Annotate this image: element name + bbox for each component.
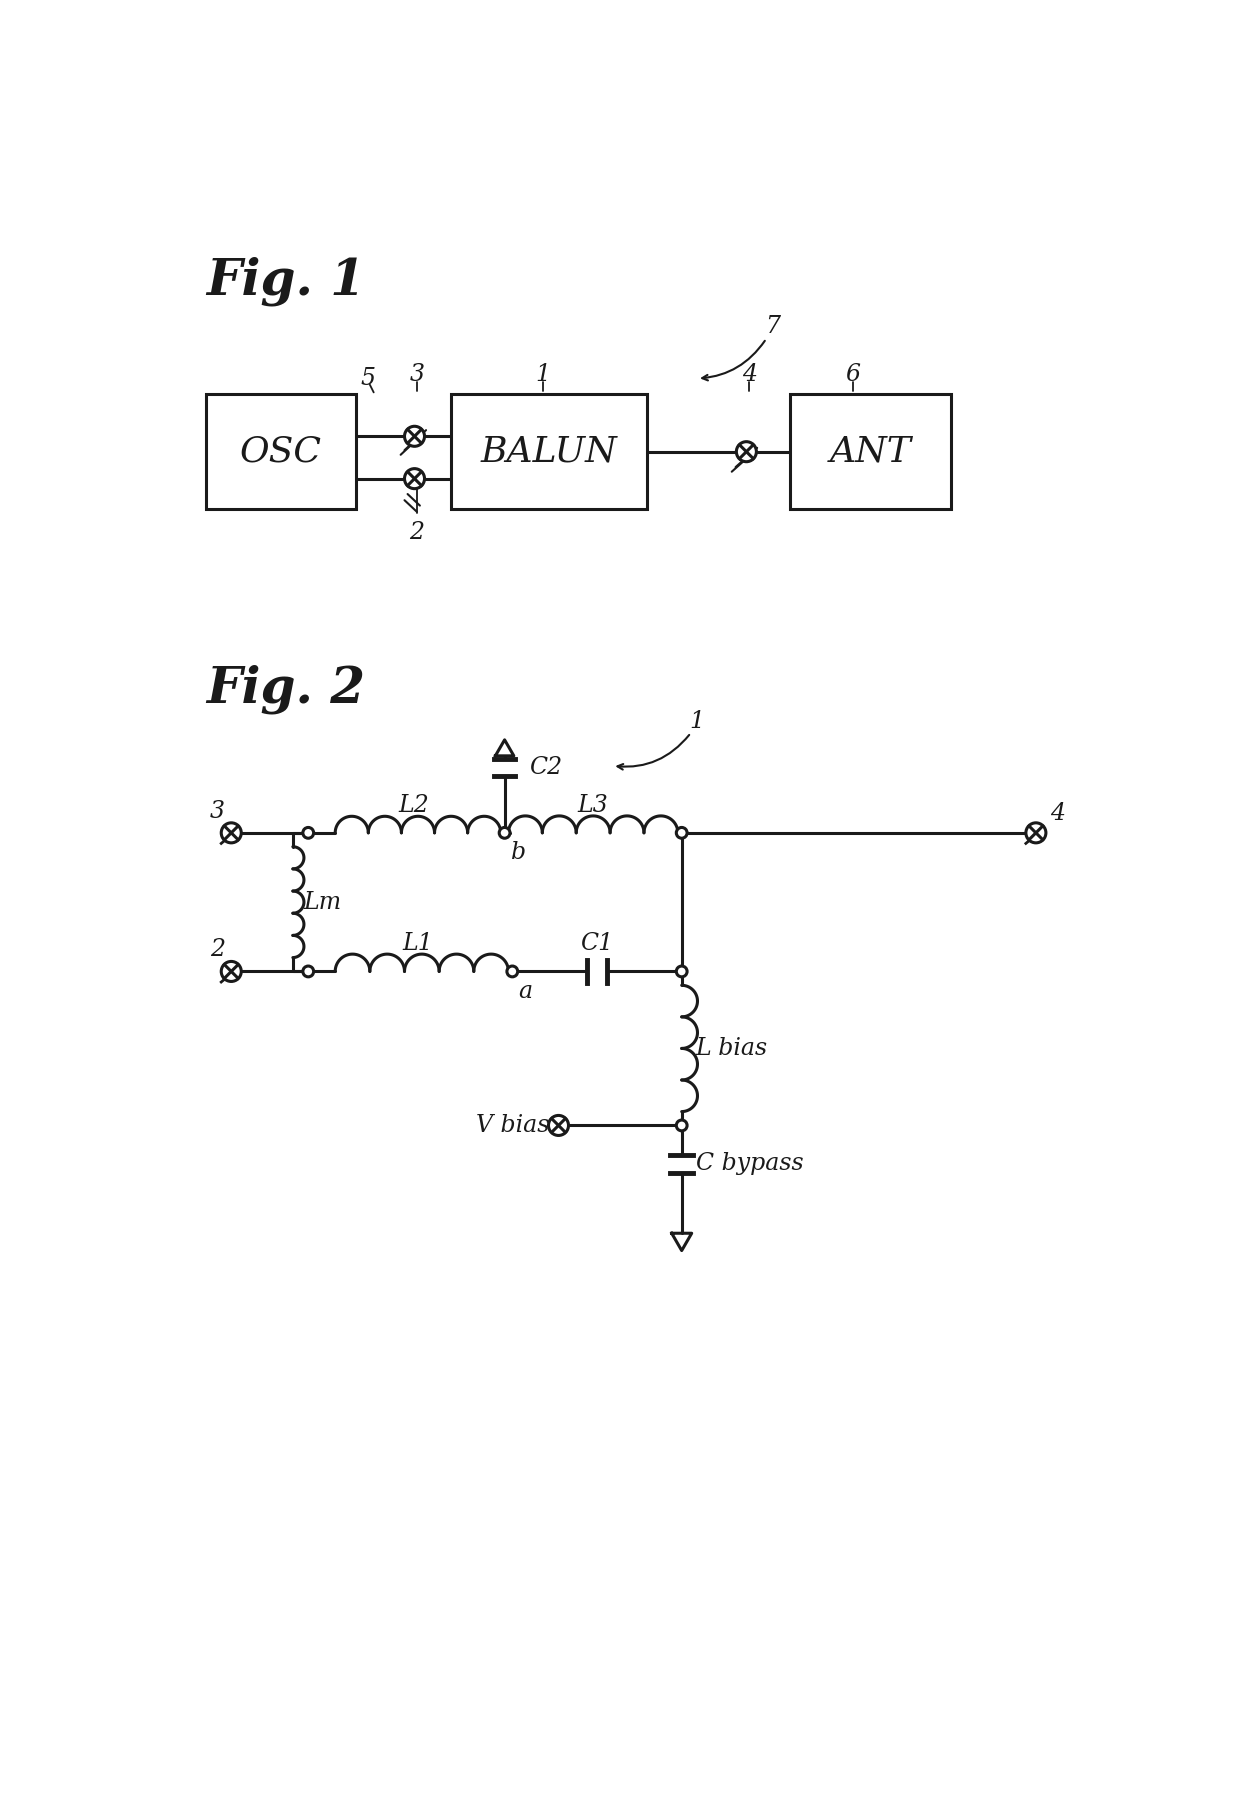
Circle shape xyxy=(221,961,242,981)
Text: V bias: V bias xyxy=(476,1113,549,1137)
Circle shape xyxy=(676,967,687,978)
Circle shape xyxy=(221,822,242,842)
Text: 3: 3 xyxy=(210,801,224,822)
Text: 2: 2 xyxy=(409,520,424,544)
Text: C1: C1 xyxy=(580,932,614,956)
Text: 2: 2 xyxy=(210,938,224,961)
Circle shape xyxy=(500,828,510,838)
Circle shape xyxy=(404,468,424,488)
Text: 4: 4 xyxy=(1050,802,1065,826)
Bar xyxy=(790,394,951,510)
Text: 7: 7 xyxy=(765,316,780,338)
Circle shape xyxy=(507,967,517,978)
Text: ANT: ANT xyxy=(830,435,911,468)
Text: 4: 4 xyxy=(742,363,756,387)
Bar xyxy=(206,394,356,510)
Text: L3: L3 xyxy=(578,793,609,817)
Circle shape xyxy=(676,828,687,838)
Text: Fig. 1: Fig. 1 xyxy=(206,257,365,307)
Text: 6: 6 xyxy=(846,363,861,387)
Text: L2: L2 xyxy=(399,793,429,817)
Circle shape xyxy=(676,1120,687,1131)
Circle shape xyxy=(548,1115,568,1135)
Text: C bypass: C bypass xyxy=(696,1153,804,1175)
Text: L1: L1 xyxy=(403,932,433,956)
Circle shape xyxy=(404,426,424,446)
Text: a: a xyxy=(518,979,533,1003)
Circle shape xyxy=(303,967,314,978)
Circle shape xyxy=(737,441,756,463)
Text: C2: C2 xyxy=(529,755,563,779)
Text: 1: 1 xyxy=(536,363,551,387)
Text: 5: 5 xyxy=(360,367,374,390)
Text: 3: 3 xyxy=(409,363,424,387)
Text: Fig. 2: Fig. 2 xyxy=(206,665,365,714)
Text: BALUN: BALUN xyxy=(481,435,618,468)
Circle shape xyxy=(303,828,314,838)
Text: b: b xyxy=(511,842,526,864)
Text: Lm: Lm xyxy=(304,891,342,914)
Text: OSC: OSC xyxy=(239,435,322,468)
Text: L bias: L bias xyxy=(696,1037,768,1061)
Bar xyxy=(450,394,647,510)
Text: 1: 1 xyxy=(689,710,704,732)
Circle shape xyxy=(1025,822,1045,842)
